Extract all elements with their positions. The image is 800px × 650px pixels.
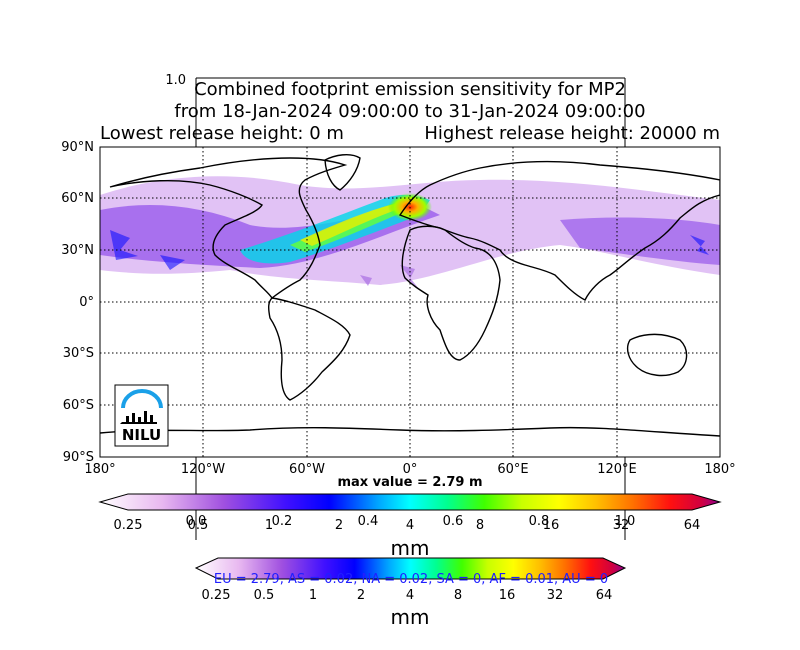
scale-tick-label: 0.5 (188, 518, 209, 533)
coastlines (100, 153, 720, 437)
lon-tick-label: 60°W (289, 462, 325, 477)
title-line-1: Combined footprint emission sensitivity … (194, 79, 626, 100)
lat-tick-label: 60°S (63, 398, 94, 413)
scale-tick-label: 0.25 (114, 518, 143, 533)
logo-arc-icon (121, 389, 163, 409)
lat-tick-label: 90°S (63, 450, 94, 465)
colorbar-secondary: EU = 2.79, AS = 0.02, NA = 0.02, SA = 0,… (194, 557, 627, 629)
eurasia-coast (398, 160, 720, 301)
africa-coast (401, 225, 501, 361)
scale-tick-label: 8 (454, 588, 462, 603)
atlantic-plume-peak (300, 202, 408, 246)
scale-tick-label: 16 (499, 588, 516, 603)
lon-tick-label: 120°W (181, 462, 225, 477)
lon-tick-label: 120°E (597, 462, 637, 477)
scale-tick-label: 4 (406, 518, 414, 533)
lat-tick-label: 30°S (63, 346, 94, 361)
title-line-2: from 18-Jan-2024 09:00:00 to 31-Jan-2024… (174, 101, 645, 122)
scale-tick-label: 0.5 (254, 588, 275, 603)
lat-tick-label: 60°N (61, 191, 94, 206)
colorbar-secondary-ticks: 0.25 0.5 1 2 4 8 16 32 64 (202, 588, 613, 603)
nilu-logo: NILU (114, 384, 169, 447)
north-america-coast (109, 157, 348, 300)
logo-box (114, 384, 169, 447)
scale-tick-label: 8 (476, 518, 484, 533)
fraction-tick-labels: 0.0 0.2 0.4 0.6 0.8 1.0 (186, 514, 636, 529)
scale-tick-label: 1 (309, 588, 317, 603)
scale-tick-label: 2 (357, 588, 365, 603)
colorbar-primary: 0.25 0.5 1 2 4 8 16 32 64 0.0 0.2 0.4 0.… (98, 493, 722, 560)
fraction-tick-label: 0.0 (186, 514, 207, 529)
scale-tick-label: 32 (613, 518, 630, 533)
fraction-tick-label: 0.8 (529, 514, 550, 529)
footprint-specks (110, 230, 709, 270)
graticule (100, 147, 720, 457)
south-america-coast (267, 297, 351, 401)
colorbar-secondary-bar (194, 557, 627, 580)
scale-tick-label: 64 (684, 518, 701, 533)
colorbar-primary-bar (98, 493, 722, 511)
lon-tick-label: 180° (704, 462, 735, 477)
map-frame (99, 146, 721, 458)
lon-ticks: 180° 120°W 60°W 0° 60°E 120°E 180° (84, 462, 735, 477)
scale-tick-label: 32 (547, 588, 564, 603)
stray-tick-label: 1.0 (165, 73, 186, 88)
lon-tick-label: 60°E (497, 462, 528, 477)
antarctica-coast (100, 426, 720, 437)
lon-tick-label: 180° (84, 462, 115, 477)
skyline-icon (120, 411, 157, 424)
scale-tick-label: 16 (543, 518, 560, 533)
fraction-tick-label: 0.2 (272, 514, 293, 529)
scale-tick-label: 4 (406, 588, 414, 603)
region-summary: EU = 2.79, AS = 0.02, NA = 0.02, SA = 0,… (214, 572, 608, 587)
colorbar-secondary-unit: mm (391, 605, 430, 629)
colorbar-primary-unit: mm (391, 536, 430, 560)
release-high-label: Highest release height: 20000 m (424, 123, 720, 144)
greenland-coast (324, 153, 361, 191)
lat-tick-label: 0° (79, 295, 94, 310)
australia-coast (626, 333, 688, 377)
footprint-band-east (560, 217, 720, 265)
scale-tick-label: 2 (335, 518, 343, 533)
fraction-tick-label: 1.0 (615, 514, 636, 529)
lon-tick-label: 0° (403, 462, 418, 477)
scale-tick-label: 64 (596, 588, 613, 603)
lat-tick-label: 90°N (61, 140, 94, 155)
release-low-label: Lowest release height: 0 m (100, 123, 344, 144)
max-value-label: max value = 2.79 m (337, 475, 482, 490)
scale-tick-label: 0.25 (202, 588, 231, 603)
scale-tick-label: 1 (265, 518, 273, 533)
lat-tick-label: 30°N (61, 243, 94, 258)
colorbar-primary-ticks: 0.25 0.5 1 2 4 8 16 32 64 (114, 518, 701, 533)
fraction-tick-label: 0.6 (443, 514, 464, 529)
logo-text: NILU (122, 426, 161, 444)
map-panel: 90°N 60°N 30°N 0° 30°S 60°S 90°S 180° 12… (61, 140, 735, 477)
fraction-tick-label: 0.4 (358, 514, 379, 529)
lat-ticks: 90°N 60°N 30°N 0° 30°S 60°S 90°S (61, 140, 94, 465)
